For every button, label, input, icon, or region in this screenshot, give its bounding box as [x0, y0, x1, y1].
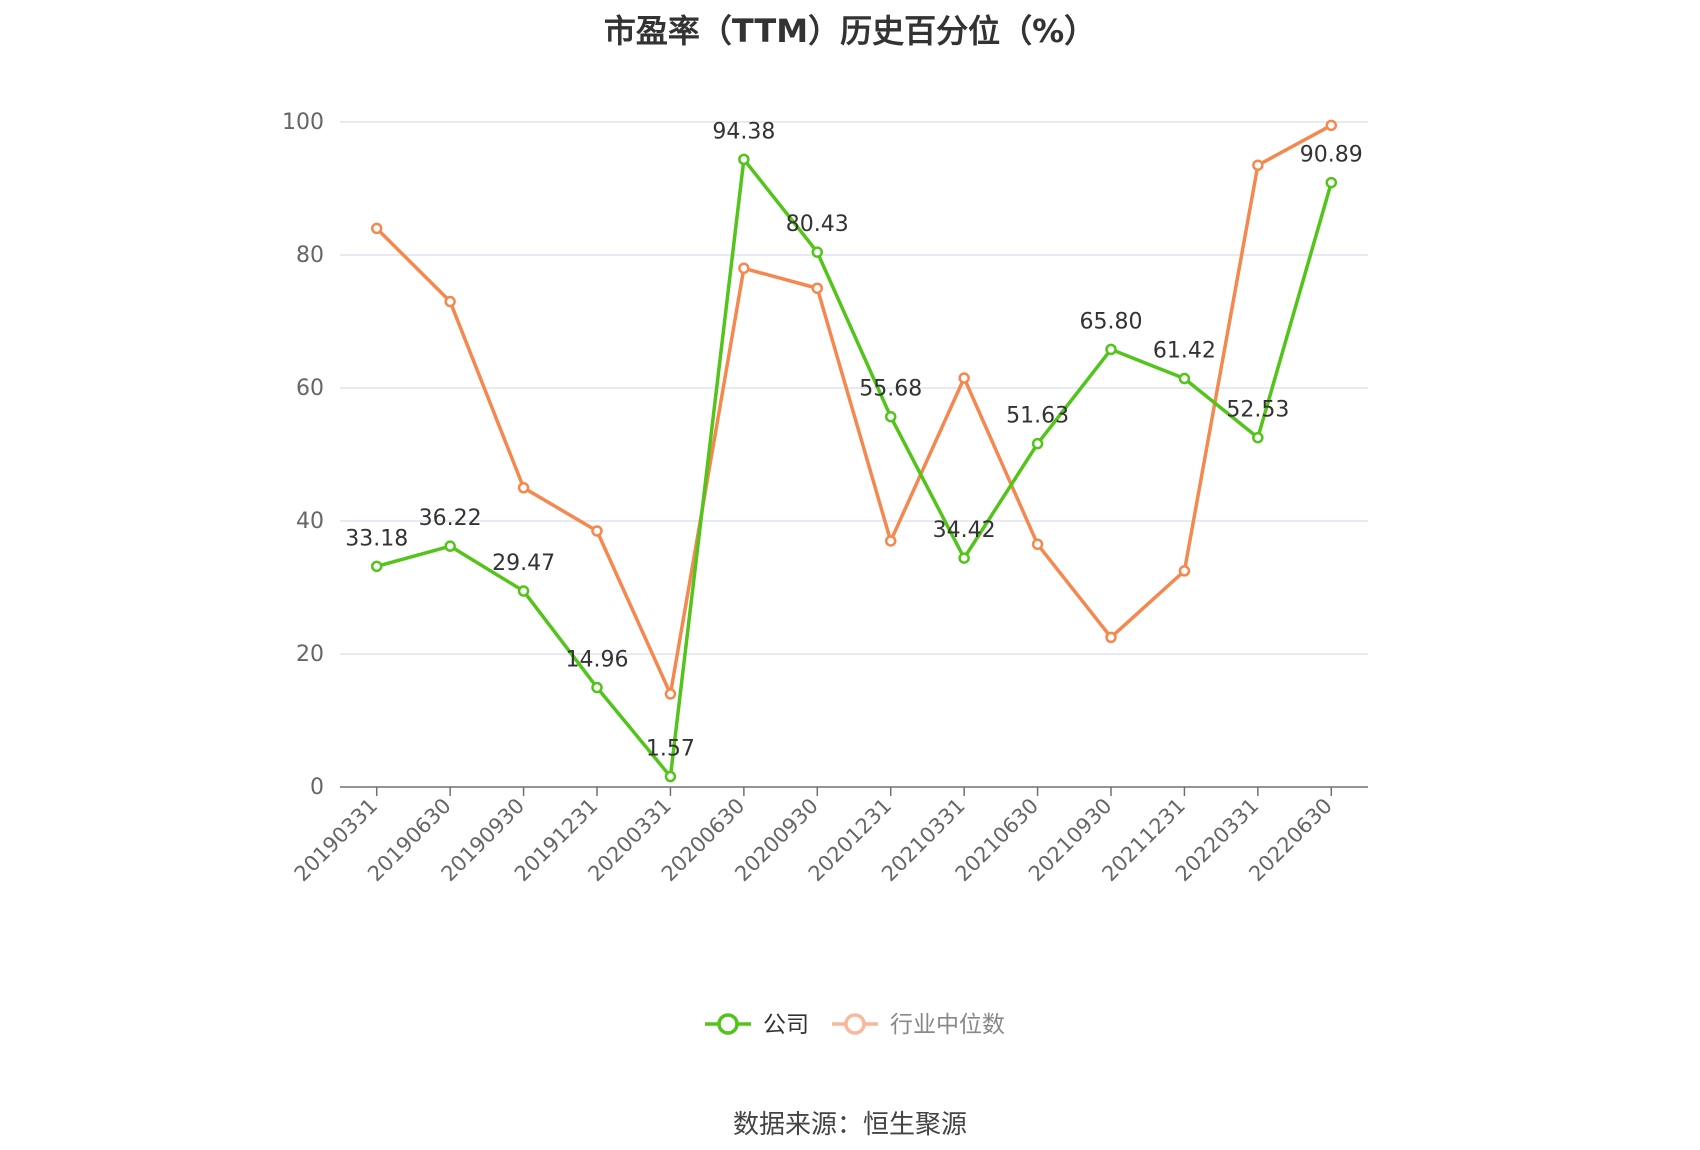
- legend-industry-label: 行业中位数: [890, 1012, 1005, 1038]
- data-point: [1105, 631, 1117, 644]
- data-label: 94.38: [712, 119, 775, 144]
- data-point: [370, 560, 383, 573]
- data-label: 80.43: [786, 212, 849, 237]
- y-tick-label: 100: [282, 110, 324, 135]
- data-point: [958, 552, 970, 564]
- data-point: [884, 535, 897, 547]
- data-point: [664, 688, 677, 700]
- data-point: [591, 525, 603, 537]
- data-label: 65.80: [1080, 309, 1143, 334]
- data-point: [1031, 538, 1044, 551]
- data-label: 52.53: [1226, 398, 1289, 423]
- data-point: [811, 246, 824, 258]
- y-tick-label: 60: [296, 376, 324, 401]
- data-label: 90.89: [1300, 143, 1363, 168]
- data-point: [738, 262, 750, 275]
- data-point: [1178, 372, 1191, 385]
- data-label: 55.68: [859, 377, 922, 402]
- data-point: [1325, 176, 1338, 189]
- data-label: 29.47: [492, 551, 555, 576]
- data-point: [1252, 431, 1264, 444]
- data-point: [664, 770, 677, 783]
- y-tick-label: 0: [310, 775, 324, 800]
- series-line-industry: [375, 123, 1333, 696]
- data-point: [1178, 565, 1191, 577]
- data-label: 34.42: [933, 518, 996, 543]
- data-point: [517, 482, 530, 494]
- data-point: [1325, 119, 1338, 132]
- data-point: [591, 681, 603, 694]
- data-label: 14.96: [566, 648, 629, 673]
- legend-company-marker: [717, 1013, 739, 1035]
- legend-industry-marker: [844, 1013, 866, 1035]
- data-source: 数据来源：恒生聚源: [732, 1110, 967, 1140]
- data-point: [884, 410, 897, 423]
- data-point: [517, 585, 530, 597]
- data-point: [444, 295, 456, 308]
- series-line-company: [376, 157, 1333, 779]
- data-point: [1031, 437, 1044, 450]
- data-point: [738, 153, 750, 166]
- data-label: 51.63: [1006, 404, 1069, 429]
- data-point: [1105, 343, 1117, 356]
- data-point: [444, 540, 456, 552]
- y-tick-label: 80: [296, 243, 324, 268]
- chart-title: 市盈率（TTM）历史百分位（%）: [603, 12, 1097, 50]
- y-tick-label: 20: [296, 642, 324, 667]
- y-tick-label: 40: [296, 509, 324, 534]
- data-label: 33.18: [345, 526, 408, 551]
- data-point: [958, 372, 970, 384]
- data-label: 61.42: [1153, 339, 1216, 364]
- data-point: [1252, 159, 1264, 171]
- data-point: [811, 282, 824, 294]
- data-label: 1.57: [646, 737, 695, 762]
- data-label: 36.22: [419, 506, 482, 531]
- legend-company-label: 公司: [763, 1012, 809, 1038]
- data-point: [370, 222, 383, 235]
